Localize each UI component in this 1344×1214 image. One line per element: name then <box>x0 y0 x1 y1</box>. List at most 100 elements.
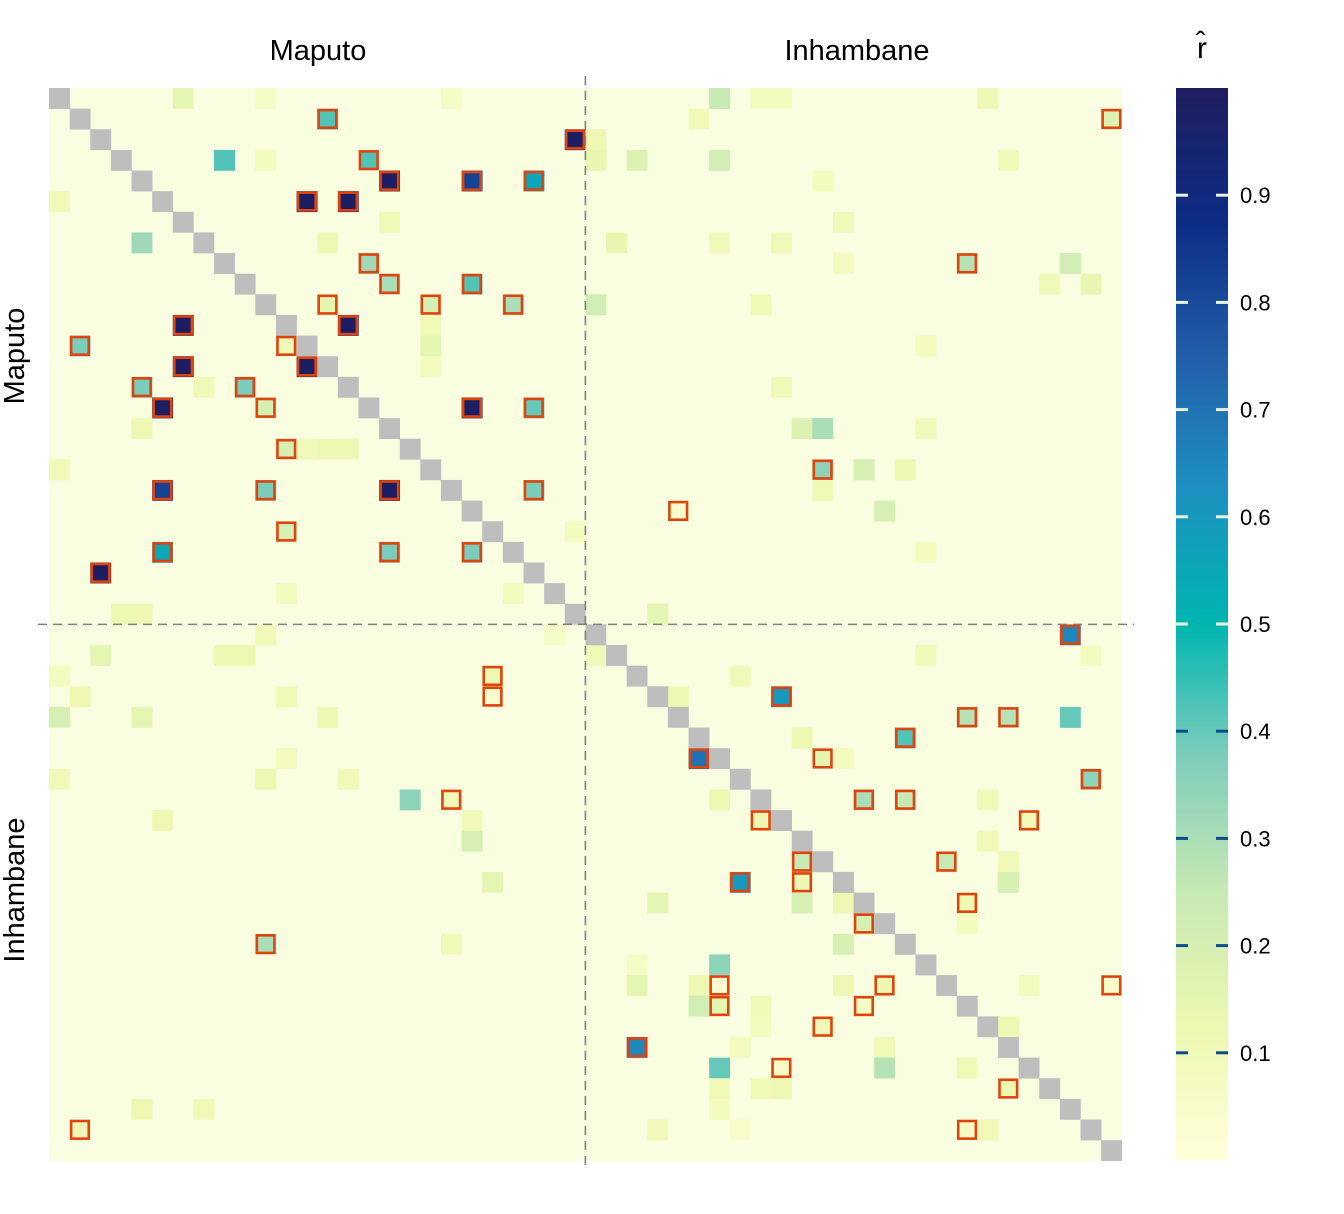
highlighted-cell <box>317 108 338 130</box>
diagonal-cell <box>874 913 896 935</box>
highlighted-cell <box>317 294 338 315</box>
heatmap-cell <box>688 995 710 1017</box>
heatmap-cell <box>956 913 978 935</box>
highlighted-cell <box>523 480 544 501</box>
legend-tick-label: 0.1 <box>1240 1041 1271 1066</box>
heatmap-cell <box>193 1098 215 1120</box>
diagonal-cell <box>193 232 215 254</box>
heatmap-cell <box>296 438 318 460</box>
heatmap-cell <box>832 975 854 997</box>
heatmap-cell <box>709 88 731 109</box>
heatmap-cell <box>874 500 896 522</box>
legend-tick-label: 0.9 <box>1240 183 1271 208</box>
diagonal-cell <box>317 356 339 378</box>
heatmap-cell <box>337 768 359 790</box>
highlighted-cell <box>276 521 297 542</box>
heatmap-cell <box>977 1119 999 1141</box>
legend-title: r̂ <box>1196 31 1207 65</box>
highlighted-cell <box>152 480 173 501</box>
heatmap-cell <box>255 149 277 171</box>
heatmap-cell <box>1018 975 1040 997</box>
heatmap-cell <box>420 314 442 336</box>
heatmap-cell <box>1080 645 1102 666</box>
heatmap-cell <box>502 583 524 605</box>
diagonal-cell <box>853 892 875 914</box>
highlighted-cell <box>771 686 792 707</box>
diagonal-cell <box>812 851 834 873</box>
highlighted-cell <box>90 562 111 583</box>
heatmap-cell <box>791 418 813 440</box>
heatmap-cell <box>791 727 813 749</box>
highlighted-cell <box>729 872 751 893</box>
heatmap-cell <box>214 645 235 666</box>
heatmap-cell <box>853 459 875 481</box>
highlighted-cell <box>709 975 730 996</box>
heatmap-cell <box>255 88 277 109</box>
heatmap-cell <box>997 149 1019 171</box>
heatmap-cell <box>255 768 277 790</box>
heatmap-cell <box>832 748 854 770</box>
highlighted-cell <box>461 273 483 295</box>
heatmap-cell <box>997 851 1019 873</box>
heatmap-cell <box>172 88 194 109</box>
diagonal-cell <box>688 727 710 749</box>
legend-tick-label: 0.6 <box>1240 505 1271 530</box>
diagonal-cell <box>296 335 318 357</box>
diagonal-cell <box>544 583 566 605</box>
heatmap-cell <box>709 1057 731 1079</box>
diagonal-cell <box>131 170 153 192</box>
heatmap-cell <box>544 624 566 646</box>
heatmap-cell <box>915 645 937 666</box>
heatmap-cell <box>874 1057 896 1079</box>
highlighted-cell <box>791 851 813 872</box>
diagonal-cell <box>894 933 916 955</box>
highlighted-cell <box>234 377 256 398</box>
heatmap-cell <box>1059 706 1081 728</box>
diagonal-cell <box>255 294 277 316</box>
diagonal-cell <box>1101 1140 1123 1162</box>
highlighted-cell <box>152 397 173 418</box>
highlighted-cell <box>853 789 875 810</box>
heatmap-cell <box>977 789 999 811</box>
highlighted-cell <box>895 789 916 810</box>
heatmap-cell <box>874 1036 896 1058</box>
highlighted-cell <box>523 397 544 418</box>
top-label-maputo: Maputo <box>270 35 367 67</box>
left-label-inhambane: Inhambane <box>0 817 31 962</box>
heatmap-cell <box>379 211 401 233</box>
heatmap-cell <box>69 686 91 708</box>
heatmap-cell <box>647 603 669 625</box>
heatmap-cell <box>915 541 937 563</box>
highlighted-cell <box>131 377 152 398</box>
highlight-borders <box>69 108 1122 1140</box>
heatmap-cell <box>234 645 256 666</box>
heatmap-cell <box>709 1098 731 1120</box>
heatmap-cell <box>110 603 132 625</box>
heatmap-cell <box>131 706 153 728</box>
highlighted-cell <box>771 1057 792 1079</box>
heatmap-cell <box>812 479 834 501</box>
heatmap-cell <box>255 624 277 646</box>
heatmap-cell <box>420 335 442 357</box>
diagonal-cell <box>172 211 194 233</box>
diagonal-cell <box>585 624 607 646</box>
highlighted-cell <box>626 1037 648 1058</box>
heatmap-cell <box>894 459 916 481</box>
heatmap-cell <box>750 88 772 109</box>
heatmap-cell <box>832 892 854 914</box>
legend-tick-label: 0.8 <box>1240 290 1271 315</box>
diagonal-cell <box>399 438 421 460</box>
diagonal-cell <box>110 149 132 171</box>
diagonal-cell <box>337 376 359 398</box>
highlighted-cell <box>172 315 194 336</box>
highlighted-cell <box>688 748 709 769</box>
highlighted-cell <box>709 995 730 1017</box>
heatmap-cell <box>729 1036 751 1058</box>
heatmap-cell <box>956 1057 978 1079</box>
highlighted-cell <box>441 789 462 810</box>
heatmap-cell <box>131 418 153 440</box>
diagonal-cell <box>461 500 483 522</box>
highlighted-cell <box>1101 108 1122 130</box>
left-label-maputo: Maputo <box>0 308 31 405</box>
